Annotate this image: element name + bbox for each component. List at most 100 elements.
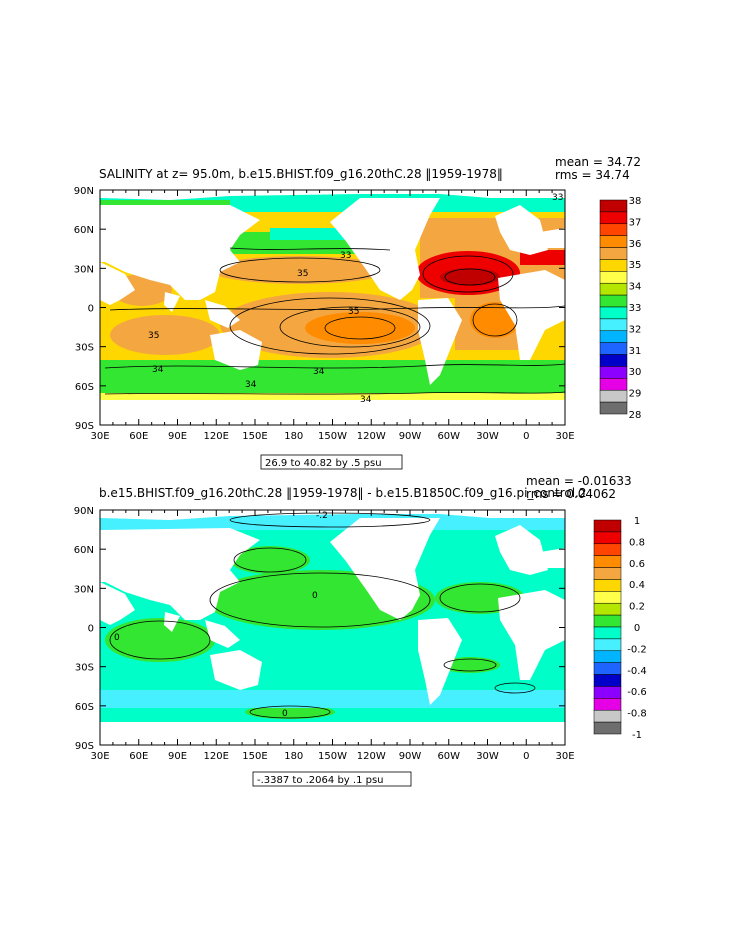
y-tick-label: 90S	[75, 421, 94, 432]
colorbar-label: 35	[629, 260, 642, 271]
p1-clabel-6: 34	[360, 395, 372, 405]
colorbar-swatch	[593, 638, 622, 652]
p1-clabel-5: 34	[313, 367, 325, 377]
x-tick-label: 90W	[399, 751, 422, 762]
panel-salinity: SALINITY at z= 95.0m, b.e15.BHIST.f09_g1…	[74, 155, 642, 470]
y-tick-label: 30N	[74, 264, 94, 275]
y-tick-label: 90N	[74, 186, 94, 197]
colorbar-label: 0.6	[629, 559, 645, 570]
panel2-mean: mean = -0.01633	[526, 474, 632, 488]
colorbar-label: 32	[629, 324, 642, 335]
p1-clabel-7: 34	[245, 380, 257, 390]
panel1-contour-note: 26.9 to 40.82 by .5 psu	[260, 454, 403, 470]
colorbar-swatch	[599, 401, 628, 415]
panel1-mean: mean = 34.72	[555, 155, 641, 169]
panel1-ticks	[99, 189, 566, 426]
y-tick-label: 90N	[74, 506, 94, 517]
x-tick-label: 150W	[318, 431, 347, 442]
colorbar-label: 33	[629, 303, 642, 314]
panel2-colorbar: 1 0.8 0.6 0.4 0.2 0 -0.2 -0.4 -0.6 -0.8 -1	[593, 516, 647, 741]
colorbar-label: 36	[629, 239, 642, 250]
panel1-xlabels: 30E 60E 90E 120E 150E 180 150W 120W 90W 60W 30W 0 30…	[90, 431, 574, 442]
y-tick-label: 30N	[74, 584, 94, 595]
panel2-south-atlantic-positive	[440, 657, 500, 673]
x-tick-label: 0	[523, 431, 529, 442]
colorbar-label: -1	[632, 730, 642, 741]
panel2-contour-note: -.3387 to .2064 by .1 psu	[252, 771, 412, 787]
p2-clabel-1: -.2	[316, 511, 328, 521]
colorbar-label: -0.2	[627, 644, 647, 655]
x-tick-label: 30W	[476, 751, 499, 762]
panel1-contours	[104, 247, 565, 395]
colorbar-label: 0	[634, 623, 640, 634]
x-tick-label: 120W	[357, 431, 386, 442]
colorbar-swatch	[593, 602, 622, 616]
panel2-contours	[109, 512, 536, 719]
y-tick-label: 0	[88, 304, 94, 315]
panel1-title: SALINITY at z= 95.0m, b.e15.BHIST.f09_g1…	[99, 167, 503, 181]
p1-clabel-3: 35	[148, 331, 159, 341]
panel2-note-text: -.3387 to .2064 by .1 psu	[257, 775, 384, 786]
colorbar-swatch	[599, 199, 628, 213]
colorbar-swatch	[599, 235, 628, 248]
colorbar-swatch	[593, 662, 622, 675]
x-tick-label: 30E	[90, 431, 109, 442]
colorbar-swatch	[599, 330, 628, 343]
panel2-xlabels: 30E 60E 90E 120E 150E 180 150W 120W 90W 60W 30W 0 30…	[90, 751, 574, 762]
x-tick-label: 30E	[555, 431, 574, 442]
colorbar-swatch	[599, 259, 628, 272]
x-tick-label: 120E	[204, 431, 229, 442]
y-tick-label: 60N	[74, 545, 94, 556]
x-tick-label: 60W	[437, 751, 460, 762]
x-tick-label: 60E	[129, 431, 148, 442]
p2-clabel-2: 0	[312, 591, 318, 601]
colorbar-label: 0.8	[629, 537, 645, 548]
x-tick-label: 30E	[90, 751, 109, 762]
y-tick-label: 30S	[75, 663, 94, 674]
x-tick-label: 90W	[399, 431, 422, 442]
y-tick-label: 60S	[75, 382, 94, 393]
panel2-contour-labels: -.2 0 0 0	[114, 511, 328, 719]
x-tick-label: 30E	[555, 751, 574, 762]
panel1-south-indian	[110, 315, 220, 355]
colorbar-label: 37	[629, 217, 642, 228]
p1-clabel-2: 35	[348, 307, 359, 317]
panel2-southern-ocean	[100, 690, 565, 708]
y-tick-label: 60N	[74, 225, 94, 236]
panel1-south-pacific-core	[305, 312, 415, 344]
y-tick-label: 60S	[75, 702, 94, 713]
y-tick-label: 0	[88, 624, 94, 635]
colorbar-label: -0.6	[627, 687, 647, 698]
x-tick-label: 120E	[204, 751, 229, 762]
x-tick-label: 90E	[168, 751, 187, 762]
colorbar-swatch	[593, 686, 622, 699]
colorbar-swatch	[593, 674, 622, 687]
x-tick-label: 60W	[437, 431, 460, 442]
colorbar-swatch	[593, 567, 622, 580]
colorbar-swatch	[593, 543, 622, 556]
x-tick-label: 150E	[242, 751, 267, 762]
colorbar-label: 0.2	[629, 602, 645, 613]
colorbar-swatch	[593, 531, 622, 545]
panel1-north-atlantic-core	[440, 268, 500, 286]
colorbar-swatch	[599, 306, 628, 320]
colorbar-swatch	[593, 614, 622, 628]
x-tick-label: 90E	[168, 431, 187, 442]
panel2-ticks	[99, 509, 566, 746]
colorbar-swatch	[599, 389, 628, 403]
panel2-southern-positive	[245, 705, 335, 719]
y-tick-label: 30S	[75, 343, 94, 354]
panel1-colorbar: 38 37 36 35 34 33 32 31 30 29 28	[599, 196, 642, 421]
x-tick-label: 120W	[357, 751, 386, 762]
colorbar-swatch	[599, 282, 628, 296]
colorbar-swatch	[593, 555, 622, 568]
x-tick-label: 150W	[318, 751, 347, 762]
x-tick-label: 150E	[242, 431, 267, 442]
colorbar-swatch	[599, 294, 628, 308]
colorbar-swatch	[593, 579, 622, 592]
panel1-ylabels: 90N 60N 30N 0 30S 60S 90S	[74, 186, 94, 432]
panel2-map: -.2 0 0 0	[100, 510, 565, 745]
x-tick-label: 30W	[476, 431, 499, 442]
colorbar-swatch	[599, 318, 628, 332]
panel1-note-text: 26.9 to 40.82 by .5 psu	[265, 458, 382, 469]
